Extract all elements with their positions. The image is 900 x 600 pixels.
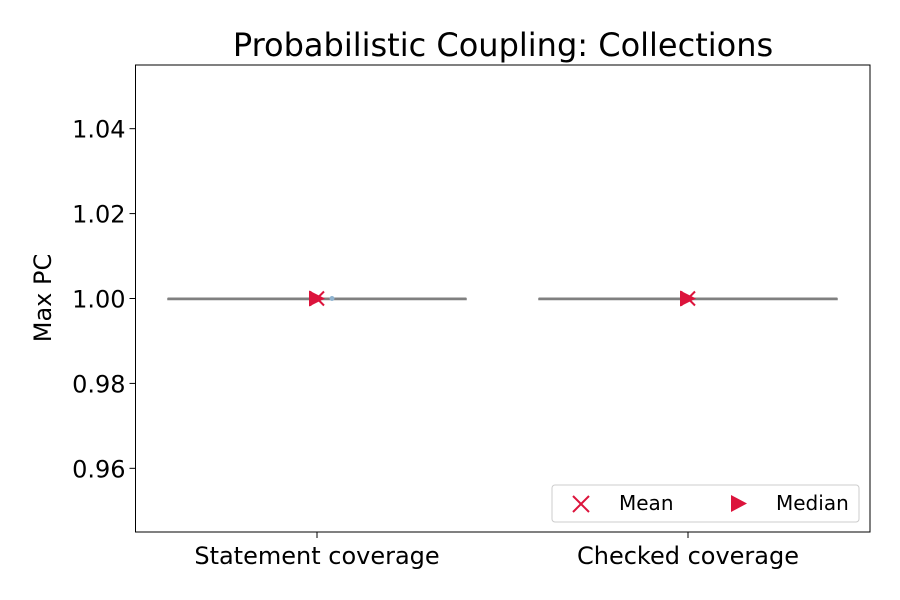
median-marker [680,290,696,307]
legend-frame [551,484,860,523]
x-axis-ticks: Statement coverage Checked coverage [194,532,799,570]
median-marker [309,290,325,307]
y-tick-label: 1.00 [72,286,125,314]
box-series [167,290,838,307]
y-tick-label: 1.04 [72,116,125,144]
x-tick-label: Checked coverage [577,542,799,570]
legend: Mean Median [551,484,860,523]
y-tick-label: 1.02 [72,201,125,229]
y-axis-ticks: 0.96 0.98 1.00 1.02 1.04 [72,116,136,483]
x-tick-label: Statement coverage [194,542,439,570]
y-tick-label: 0.98 [72,370,125,398]
legend-median-label: Median [776,491,849,515]
y-axis-label: Max PC [29,254,57,342]
legend-mean-marker [572,495,590,513]
y-tick-label: 0.96 [72,455,125,483]
data-point [329,296,335,301]
legend-median-marker [731,495,747,512]
chart-title: Probabilistic Coupling: Collections [233,26,773,64]
legend-mean-label: Mean [619,491,674,515]
